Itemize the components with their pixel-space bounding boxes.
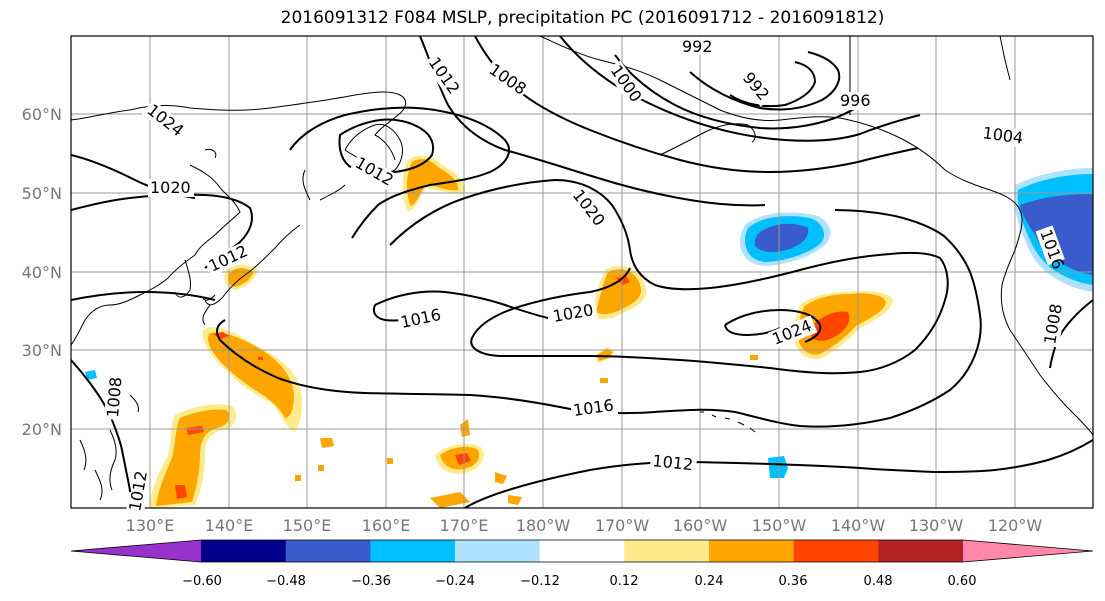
isobar-label: 996	[840, 91, 871, 110]
colorbar-cell	[878, 540, 964, 562]
colorbar-outline	[70, 539, 1094, 563]
colorbar-tick-label: −0.36	[351, 574, 391, 589]
lat-label: 40°N	[22, 263, 62, 282]
isobar-label: 1012	[652, 451, 694, 474]
lat-label: 20°N	[22, 420, 62, 439]
colorbar-extend-low	[71, 540, 201, 562]
colorbar-tick-label: 0.48	[864, 574, 893, 589]
precip-positive-central	[295, 266, 647, 508]
precip-positive-east	[750, 291, 893, 360]
colorbar-ticks: −0.60 −0.48 −0.36 −0.24 −0.12 0.12 0.24 …	[182, 574, 976, 589]
lon-labels: 130°E 140°E 150°E 160°E 170°E 180°W 170°…	[126, 516, 1043, 535]
lon-label: 130°W	[909, 516, 964, 535]
isobar-label: 992	[682, 37, 713, 56]
lon-label: 140°E	[205, 516, 254, 535]
isobar-label: 1008	[103, 376, 125, 418]
lat-labels: 60°N 50°N 40°N 30°N 20°N	[22, 105, 62, 439]
lon-label: 160°W	[673, 516, 728, 535]
colorbar-extend-high	[963, 540, 1093, 562]
colorbar-cell	[539, 540, 625, 562]
lon-label: 150°W	[752, 516, 807, 535]
colorbar-tick-label: −0.60	[182, 574, 222, 589]
colorbar-tick-label: 0.12	[610, 574, 639, 589]
lat-label: 50°N	[22, 184, 62, 203]
colorbar-cell	[201, 540, 287, 562]
lon-label: 160°E	[362, 516, 411, 535]
lon-label: 170°W	[595, 516, 650, 535]
map-frame	[70, 35, 1094, 509]
lon-label: 140°W	[831, 516, 886, 535]
colorbar-tick-label: 0.36	[779, 574, 808, 589]
colorbar-cells	[70, 539, 1094, 563]
lon-label: 120°W	[988, 516, 1043, 535]
lat-label: 60°N	[22, 105, 62, 124]
colorbar-tick-label: 0.24	[695, 574, 724, 589]
colorbar-tick-label: −0.12	[520, 574, 560, 589]
lon-label: 170°E	[440, 516, 489, 535]
colorbar-cell	[370, 540, 456, 562]
colorbar-cell	[455, 540, 541, 562]
lat-label: 30°N	[22, 341, 62, 360]
colorbar-cell	[709, 540, 795, 562]
lon-label: 150°E	[283, 516, 332, 535]
colorbar: −0.60 −0.48 −0.36 −0.24 −0.12 0.12 0.24 …	[70, 539, 1094, 589]
colorbar-tick-label: 0.60	[948, 574, 977, 589]
isobar-label: 1020	[150, 178, 191, 197]
map-title: 2016091312 F084 MSLP, precipitation PC (…	[280, 8, 885, 28]
colorbar-cell	[285, 540, 371, 562]
colorbar-cell	[793, 540, 879, 562]
colorbar-tick-label: −0.48	[266, 574, 306, 589]
lon-label: 180°W	[516, 516, 571, 535]
precip-negative-north	[85, 212, 831, 478]
colorbar-tick-label: −0.24	[435, 574, 475, 589]
lon-label: 130°E	[126, 516, 175, 535]
colorbar-cell	[624, 540, 710, 562]
